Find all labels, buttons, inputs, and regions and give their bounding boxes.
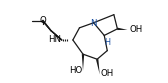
Text: HO: HO — [69, 66, 82, 75]
Text: HN: HN — [48, 35, 61, 44]
Text: N: N — [90, 19, 97, 28]
Text: OH: OH — [100, 69, 113, 78]
Polygon shape — [117, 28, 128, 30]
Text: O: O — [40, 16, 46, 25]
Polygon shape — [96, 59, 100, 74]
Text: H: H — [104, 38, 110, 46]
Text: OH: OH — [129, 25, 142, 34]
Polygon shape — [82, 54, 84, 71]
